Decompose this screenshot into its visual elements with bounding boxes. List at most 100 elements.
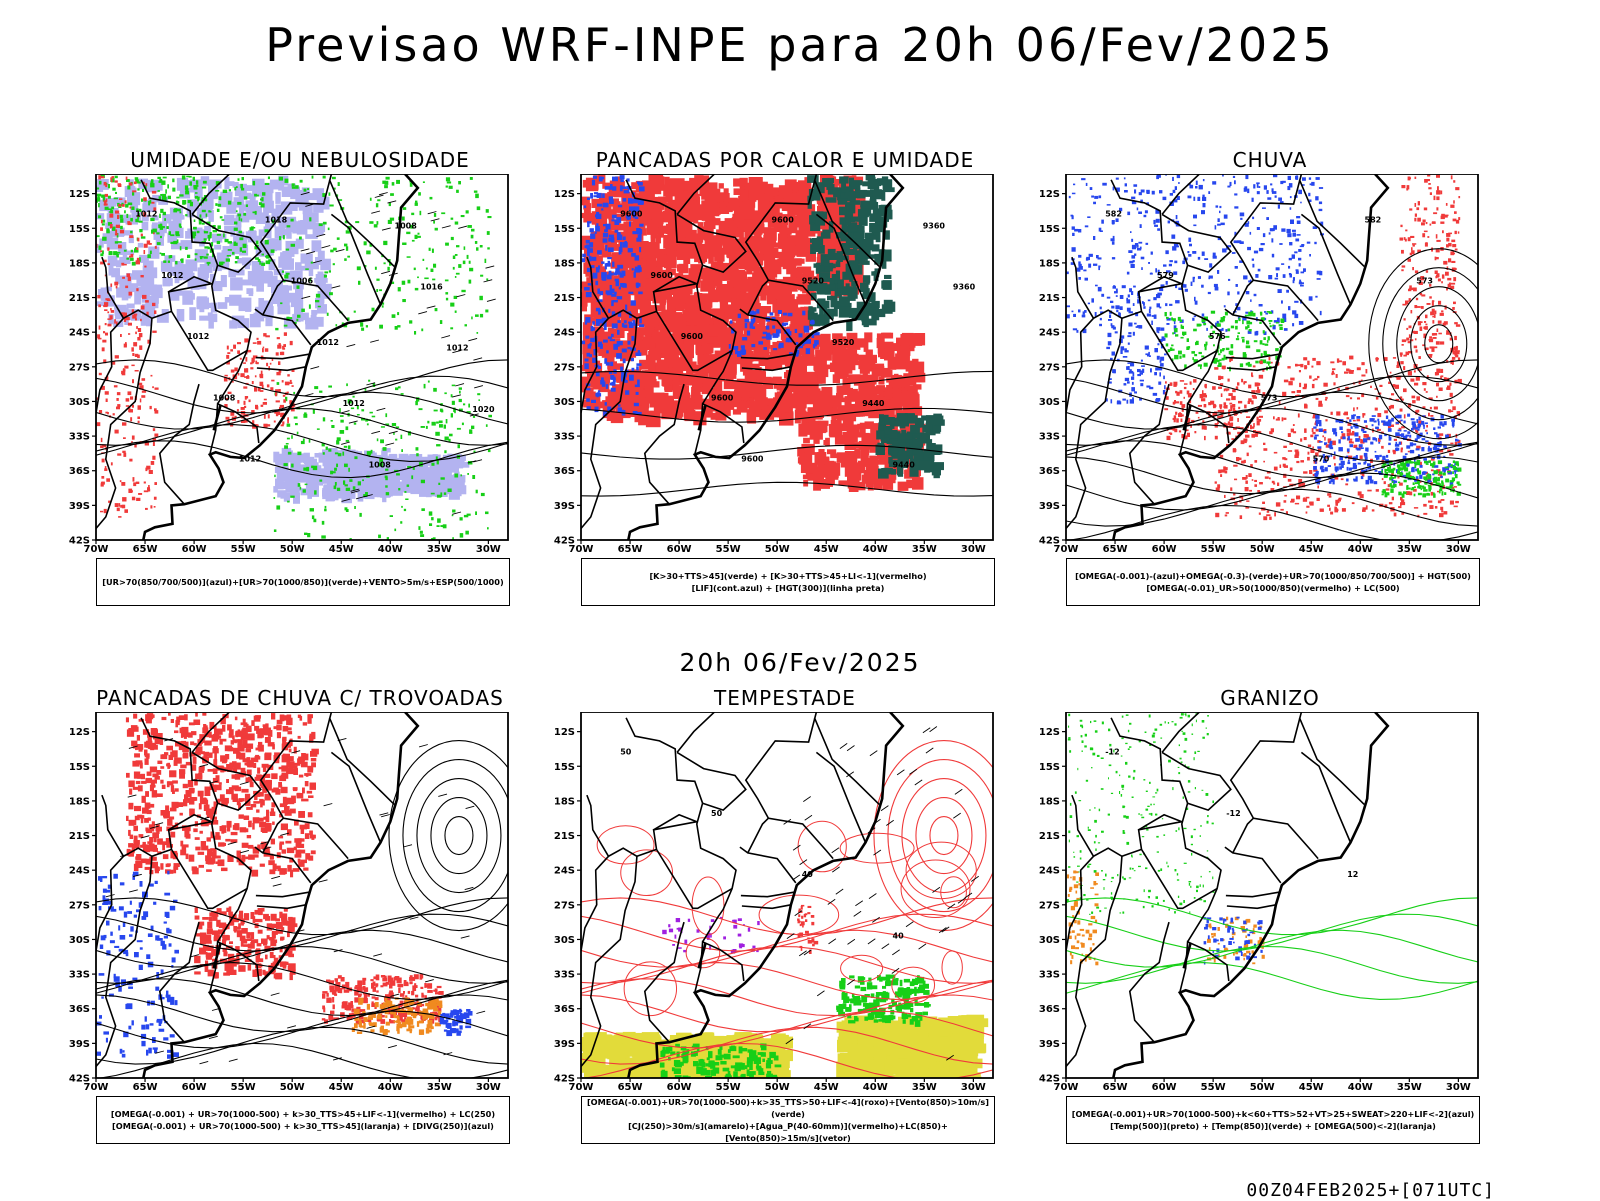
lat-tick-label: 15S bbox=[554, 762, 575, 773]
lon-tick-label: 65W bbox=[618, 1082, 643, 1093]
contour-label: 582 bbox=[1105, 210, 1122, 219]
panel-title: PANCADAS DE CHUVA C/ TROVOADAS bbox=[60, 686, 540, 710]
legend-box: [OMEGA(-0.001)+UR>70(1000-500)+k<60+TTS>… bbox=[1066, 1096, 1480, 1144]
contour-label: 1012 bbox=[317, 338, 339, 347]
lon-tick-label: 65W bbox=[133, 544, 158, 555]
contour-label: 9520 bbox=[832, 338, 855, 347]
lat-tick-label: 12S bbox=[69, 727, 90, 738]
lat-tick-label: 12S bbox=[1039, 189, 1060, 200]
contour-label: 50 bbox=[620, 748, 632, 757]
lon-tick-label: 45W bbox=[814, 544, 839, 555]
lon-tick-label: 50W bbox=[280, 1082, 305, 1093]
map-plot: 5050404012S15S18S21S24S27S30S33S36S39S42… bbox=[545, 712, 1025, 1152]
lat-tick-label: 24S bbox=[1039, 866, 1060, 877]
coastline bbox=[1112, 712, 1388, 1084]
lon-tick-label: 30W bbox=[961, 544, 986, 555]
lat-tick-label: 36S bbox=[69, 1004, 90, 1015]
panel-title: CHUVA bbox=[1030, 148, 1510, 172]
contour-label: 9600 bbox=[741, 455, 764, 464]
lon-tick-label: 35W bbox=[427, 544, 452, 555]
contour-label: 573 bbox=[1261, 393, 1278, 402]
contour-label: 1012 bbox=[343, 399, 365, 408]
lat-tick-label: 27S bbox=[554, 900, 575, 911]
lat-tick-label: 39S bbox=[69, 1039, 90, 1050]
lat-tick-label: 36S bbox=[554, 1004, 575, 1015]
lat-tick-label: 24S bbox=[69, 328, 90, 339]
map-plot: 1012101210121008101210181006101210121008… bbox=[60, 174, 540, 614]
contour-label: 1012 bbox=[161, 271, 183, 280]
lat-tick-label: 18S bbox=[554, 258, 575, 269]
lat-tick-label: 21S bbox=[69, 831, 90, 842]
lon-tick-label: 40W bbox=[1348, 544, 1373, 555]
map-area: 1012101210121008101210181006101210121008… bbox=[96, 174, 508, 546]
lon-tick-label: 50W bbox=[280, 544, 305, 555]
lat-tick-label: 36S bbox=[69, 466, 90, 477]
lat-tick-label: 21S bbox=[1039, 293, 1060, 304]
legend-line: [UR>70(850/700/500)](azul)+[UR>70(1000/8… bbox=[97, 576, 509, 588]
contour-label: 9360 bbox=[923, 221, 946, 230]
contour-label: 1006 bbox=[291, 277, 314, 286]
lat-tick-label: 24S bbox=[554, 328, 575, 339]
lat-tick-label: 39S bbox=[554, 501, 575, 512]
lon-tick-label: 45W bbox=[1299, 544, 1324, 555]
lon-tick-label: 50W bbox=[1250, 1082, 1275, 1093]
contour-label: -12 bbox=[1105, 748, 1119, 757]
lat-tick-label: 36S bbox=[1039, 466, 1060, 477]
lon-tick-label: 30W bbox=[476, 1082, 501, 1093]
lon-tick-label: 35W bbox=[1397, 1082, 1422, 1093]
lon-tick-label: 55W bbox=[1201, 1082, 1226, 1093]
lon-tick-label: 35W bbox=[912, 1082, 937, 1093]
lat-tick-label: 30S bbox=[1039, 397, 1060, 408]
lon-tick-label: 40W bbox=[378, 1082, 403, 1093]
lat-tick-label: 15S bbox=[554, 224, 575, 235]
lat-tick-label: 39S bbox=[554, 1039, 575, 1050]
lat-tick-label: 30S bbox=[1039, 935, 1060, 946]
lon-tick-label: 60W bbox=[182, 1082, 207, 1093]
lon-tick-label: 45W bbox=[814, 1082, 839, 1093]
main-title: Previsao WRF-INPE para 20h 06/Fev/2025 bbox=[0, 18, 1600, 72]
contour-label: 9600 bbox=[772, 216, 795, 225]
lat-tick-label: 18S bbox=[554, 796, 575, 807]
lat-tick-label: 30S bbox=[554, 935, 575, 946]
lon-tick-label: 55W bbox=[1201, 544, 1226, 555]
lon-tick-label: 70W bbox=[569, 1082, 594, 1093]
lat-tick-label: 15S bbox=[69, 224, 90, 235]
panel-title: GRANIZO bbox=[1030, 686, 1510, 710]
lon-tick-label: 45W bbox=[329, 1082, 354, 1093]
contour-label: 40 bbox=[893, 931, 905, 940]
lat-tick-label: 15S bbox=[69, 762, 90, 773]
contour-label: 9360 bbox=[953, 283, 976, 292]
legend-line: [LIF](cont.azul) + [HGT(300)](linha pret… bbox=[582, 582, 994, 594]
panel-title: UMIDADE E/OU NEBULOSIDADE bbox=[60, 148, 540, 172]
lon-tick-label: 50W bbox=[765, 544, 790, 555]
lat-tick-label: 15S bbox=[1039, 224, 1060, 235]
legend-line: [OMEGA(-0.001)+UR>70(1000-500)+k<60+TTS>… bbox=[1067, 1108, 1479, 1120]
panel-title: TEMPESTADE bbox=[545, 686, 1025, 710]
lat-tick-label: 33S bbox=[69, 970, 90, 981]
lon-tick-label: 65W bbox=[1103, 1082, 1128, 1093]
lon-tick-label: 70W bbox=[1054, 1082, 1079, 1093]
contour-label: 9600 bbox=[681, 332, 704, 341]
legend-line: [CJ(250)>30m/s](amarelo)+[Agua_P(40-60mm… bbox=[582, 1120, 994, 1144]
lon-tick-label: 60W bbox=[667, 1082, 692, 1093]
lon-tick-label: 65W bbox=[1103, 544, 1128, 555]
contour-label: 1012 bbox=[239, 455, 261, 464]
legend-box: [OMEGA(-0.001)-(azul)+OMEGA(-0.3)-(verde… bbox=[1066, 558, 1480, 606]
lat-tick-label: 39S bbox=[1039, 1039, 1060, 1050]
lon-tick-label: 70W bbox=[84, 544, 109, 555]
contour-label: 1008 bbox=[213, 393, 236, 402]
lat-tick-label: 33S bbox=[1039, 432, 1060, 443]
lat-tick-label: 21S bbox=[1039, 831, 1060, 842]
legend-box: [OMEGA(-0.001) + UR>70(1000-500) + k>30_… bbox=[96, 1096, 510, 1144]
lon-tick-label: 50W bbox=[765, 1082, 790, 1093]
contour-label: 573 bbox=[1416, 277, 1433, 286]
contour-label: 9440 bbox=[893, 460, 916, 469]
lat-tick-label: 12S bbox=[554, 727, 575, 738]
map-plot: 9600960096009600960096009520952094409440… bbox=[545, 174, 1025, 614]
